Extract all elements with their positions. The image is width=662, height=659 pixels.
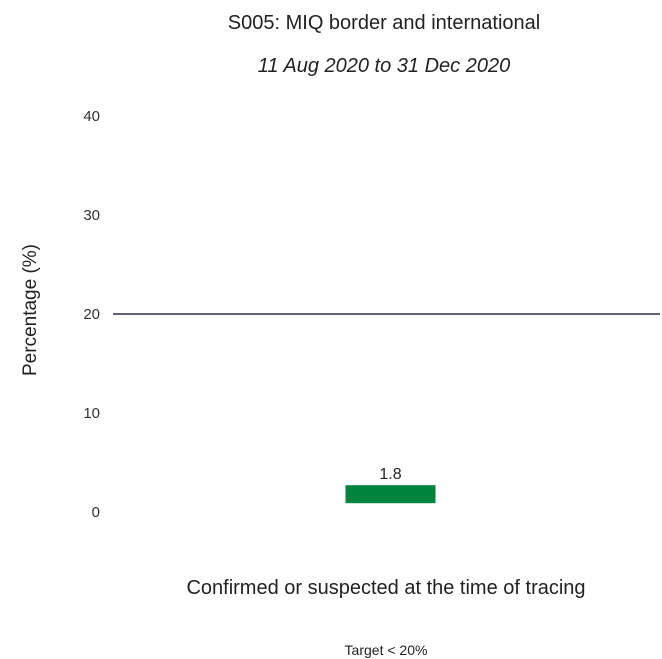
category-label: Confirmed or suspected at the time of tr… (186, 577, 585, 599)
y-tick-label: 10 (83, 405, 100, 422)
bars: 1.8 (345, 466, 436, 504)
y-axis-label: Percentage (%) (20, 244, 41, 376)
bar (345, 485, 436, 504)
y-tick-label: 40 (83, 108, 100, 125)
chart-title: S005: MIQ border and international (228, 12, 540, 34)
data-label: 1.8 (379, 466, 401, 483)
target-footnote: Target < 20% (345, 642, 428, 658)
y-tick-label: 0 (92, 504, 100, 521)
y-axis-ticks: 0 10 20 30 40 (83, 108, 100, 521)
chart-subtitle: 11 Aug 2020 to 31 Dec 2020 (258, 55, 510, 77)
y-tick-label: 20 (83, 306, 100, 323)
y-tick-label: 30 (83, 207, 100, 224)
